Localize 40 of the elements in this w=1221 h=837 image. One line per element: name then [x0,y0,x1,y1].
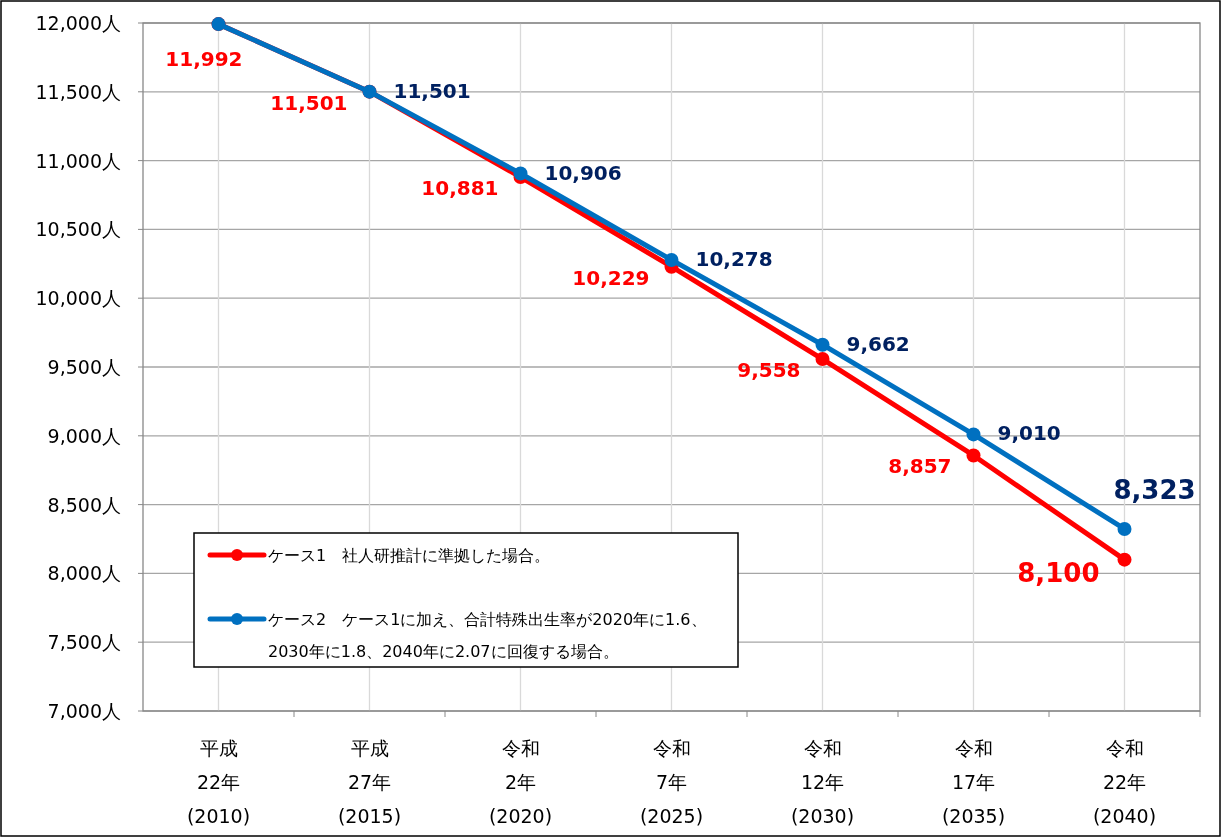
y-tick-label: 11,000人 [35,149,121,172]
data-label: 9,010 [997,421,1061,446]
y-tick-label: 12,000人 [35,12,121,34]
y-tick-label: 9,500人 [47,356,121,378]
x-tick-label: 令和 2年 (2020) [488,737,553,827]
x-tick-label: 令和 12年 (2030) [790,737,855,827]
data-label: 10,229 [572,265,650,290]
legend-label: ケース1 社人研推計に準拠した場合。 [268,546,551,565]
y-tick-label: 7,500人 [47,631,121,654]
y-tick-label: 11,500人 [35,80,121,103]
x-tick-label: 令和 7年 (2025) [639,737,704,827]
point [966,427,981,442]
data-label: 9,662 [846,331,910,356]
data-label: 8,100 [1017,557,1100,588]
data-label: 8,323 [1113,474,1196,505]
y-tick-label: 8,000人 [47,562,121,585]
y-tick-label: 10,000人 [35,287,121,310]
point [664,252,679,267]
data-label: 11,501 [393,78,471,103]
y-tick-label: 10,500人 [35,218,121,241]
x-tick-label: 平成 22年 (2010) [186,737,251,827]
data-label: 10,278 [695,246,773,271]
data-label: 11,992 [165,47,243,72]
point [815,352,830,367]
data-label: 10,906 [544,160,622,185]
data-label: 9,558 [737,358,801,383]
x-tick-label: 令和 17年 (2035) [941,737,1006,827]
point [966,448,981,463]
point [1117,521,1132,536]
data-label: 10,881 [421,175,499,200]
y-tick-label: 7,000人 [47,700,121,722]
data-label: 11,501 [270,90,348,115]
y-tick-label: 9,000人 [47,424,121,447]
point [815,337,830,352]
data-label: 8,857 [888,454,952,479]
x-tick-label: 令和 22年 (2040) [1092,737,1157,827]
point [1117,552,1132,567]
legend-label: ケース2 ケース1に加え、合計特殊出生率が2020年に1.6、2030年に1.8、2040年に2.07に回復する場合。 [268,610,707,661]
x-tick-label: 平成 27年 (2015) [337,737,402,827]
y-tick-label: 8,500人 [47,493,121,516]
